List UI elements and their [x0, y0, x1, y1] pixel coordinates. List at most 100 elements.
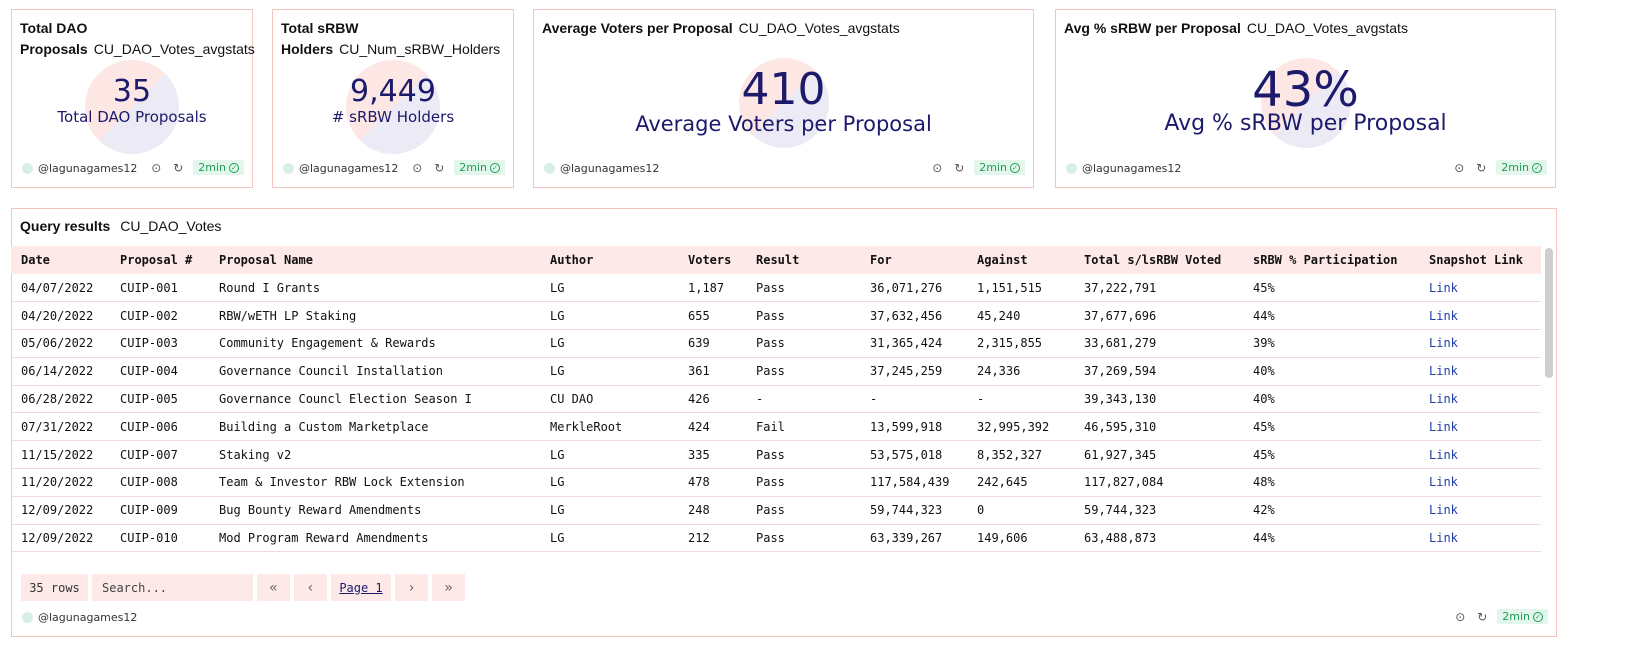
column-header[interactable]: Snapshot Link: [1419, 246, 1541, 274]
table-body: 04/07/2022 CUIP-001 Round I Grants LG 1,187 P…: [11, 274, 1541, 552]
check-icon: ✓: [1010, 162, 1020, 173]
author-name: @lagunagames12: [560, 162, 660, 175]
column-header[interactable]: For: [860, 246, 967, 274]
column-header[interactable]: Result: [746, 246, 860, 274]
table-cell: 242,645: [967, 468, 1074, 497]
refresh-interval: 2min: [459, 161, 487, 174]
column-header[interactable]: Total s/lsRBW Voted: [1074, 246, 1243, 274]
column-header[interactable]: Proposal #: [110, 246, 209, 274]
refresh-icon[interactable]: ↻: [1477, 609, 1488, 624]
search-input[interactable]: [92, 574, 253, 601]
table-cell: 32,995,392: [967, 412, 1074, 442]
table-cell: 61,927,345: [1074, 440, 1243, 470]
row-count: 35 rows: [21, 574, 88, 601]
table-cell: 1,187: [678, 274, 746, 303]
table-cell: Pass: [746, 524, 860, 552]
table-cell: LG: [540, 329, 678, 358]
table-row: 05/06/2022 CUIP-003 Community Engagement &…: [11, 329, 1541, 358]
author[interactable]: @lagunagames12: [22, 611, 137, 624]
table-cell: 37,245,259: [860, 357, 967, 386]
table-cell: 12/09/2022: [11, 496, 110, 525]
table-cell: Link: [1419, 329, 1541, 358]
refresh-badge: 2min ✓: [1497, 609, 1548, 624]
author[interactable]: @lagunagames12: [544, 162, 659, 175]
snapshot-link[interactable]: Link: [1429, 419, 1458, 434]
card-query-name[interactable]: CU_DAO_Votes: [120, 218, 222, 234]
card-title-text-line2: Holders: [281, 41, 334, 57]
column-header[interactable]: sRBW % Participation: [1243, 246, 1419, 274]
column-header[interactable]: Against: [967, 246, 1074, 274]
author[interactable]: @lagunagames12: [283, 162, 398, 175]
prev-page-icon[interactable]: ‹: [294, 574, 327, 601]
table-pager: 35 rows « ‹ Page 1 › »: [21, 574, 465, 601]
table-cell: Pass: [746, 301, 860, 331]
table-cell: CUIP-007: [110, 440, 209, 470]
column-header[interactable]: Date: [11, 246, 110, 274]
refresh-icon[interactable]: ↻: [434, 160, 445, 175]
refresh-icon[interactable]: ↻: [954, 160, 965, 175]
card-query-name[interactable]: CU_DAO_Votes_avgstats: [93, 41, 255, 57]
camera-icon[interactable]: ⊙: [932, 160, 943, 175]
table-cell: Fail: [746, 412, 860, 442]
table-cell: 11/20/2022: [11, 468, 110, 497]
camera-icon[interactable]: ⊙: [1454, 160, 1465, 175]
table-cell: CUIP-005: [110, 385, 209, 414]
snapshot-link[interactable]: Link: [1429, 364, 1458, 379]
card-title: Avg % sRBW per Proposal CU_DAO_Votes_avgs…: [1064, 18, 1408, 39]
counter-widget: 9,449 # sRBW Holders: [273, 50, 513, 160]
page-indicator[interactable]: Page 1: [331, 574, 391, 601]
card-title: Average Voters per Proposal CU_DAO_Votes_…: [542, 18, 900, 39]
card-query-name[interactable]: CU_DAO_Votes_avgstats: [1246, 20, 1408, 36]
camera-icon[interactable]: ⊙: [151, 160, 162, 175]
card-footer: @lagunagames12 ⊙ ↻ 2min ✓: [22, 609, 1548, 627]
column-header[interactable]: Author: [540, 246, 678, 274]
table-cell: 45,240: [967, 301, 1074, 331]
table-cell: Community Engagement & Rewards: [209, 329, 540, 358]
snapshot-link[interactable]: Link: [1429, 336, 1458, 351]
table-cell: LG: [540, 524, 678, 552]
table-cell: 335: [678, 440, 746, 470]
table-scrollbar[interactable]: [1545, 248, 1553, 378]
table-cell: Link: [1419, 440, 1541, 470]
card-total-dao-proposals: Total DAO Proposals CU_DAO_Votes_avgstats…: [11, 9, 255, 188]
last-page-icon[interactable]: »: [432, 574, 465, 601]
table-cell: 63,339,267: [860, 524, 967, 552]
snapshot-link[interactable]: Link: [1429, 308, 1458, 323]
table-row: 11/15/2022 CUIP-007 Staking v2 LG 335 Pass 53,…: [11, 440, 1541, 470]
author[interactable]: @lagunagames12: [1066, 162, 1181, 175]
table-cell: 45%: [1243, 274, 1419, 303]
table-cell: 44%: [1243, 301, 1419, 331]
card-query-name[interactable]: CU_Num_sRBW_Holders: [339, 41, 501, 57]
card-query-name[interactable]: CU_DAO_Votes_avgstats: [738, 20, 900, 36]
camera-icon[interactable]: ⊙: [1455, 609, 1466, 624]
snapshot-link[interactable]: Link: [1429, 503, 1458, 518]
table-row: 06/28/2022 CUIP-005 Governance Councl Elec…: [11, 385, 1541, 414]
snapshot-link[interactable]: Link: [1429, 475, 1458, 490]
column-header[interactable]: Proposal Name: [209, 246, 540, 274]
results-table-container[interactable]: Date Proposal # Proposal Name Author Voters R…: [11, 246, 1541, 552]
column-header[interactable]: Voters: [678, 246, 746, 274]
snapshot-link[interactable]: Link: [1429, 447, 1458, 462]
table-cell: 06/28/2022: [11, 385, 110, 414]
table-cell: CUIP-009: [110, 496, 209, 525]
counter-value: 43%: [1252, 62, 1359, 118]
table-cell: Link: [1419, 412, 1541, 442]
camera-icon[interactable]: ⊙: [412, 160, 423, 175]
snapshot-link[interactable]: Link: [1429, 280, 1458, 295]
snapshot-link[interactable]: Link: [1429, 392, 1458, 407]
table-row: 04/07/2022 CUIP-001 Round I Grants LG 1,187 P…: [11, 274, 1541, 303]
table-cell: 04/20/2022: [11, 301, 110, 331]
avatar: [544, 163, 555, 174]
avatar: [22, 163, 33, 174]
card-title-text-line2: Proposals: [20, 41, 88, 57]
table-cell: Governance Council Installation: [209, 357, 540, 386]
table-cell: 46,595,310: [1074, 412, 1243, 442]
next-page-icon[interactable]: ›: [395, 574, 428, 601]
refresh-icon[interactable]: ↻: [1476, 160, 1487, 175]
first-page-icon[interactable]: «: [257, 574, 290, 601]
avatar: [1066, 163, 1077, 174]
table-cell: 2,315,855: [967, 329, 1074, 358]
author[interactable]: @lagunagames12: [22, 162, 137, 175]
snapshot-link[interactable]: Link: [1429, 531, 1458, 546]
refresh-icon[interactable]: ↻: [173, 160, 184, 175]
